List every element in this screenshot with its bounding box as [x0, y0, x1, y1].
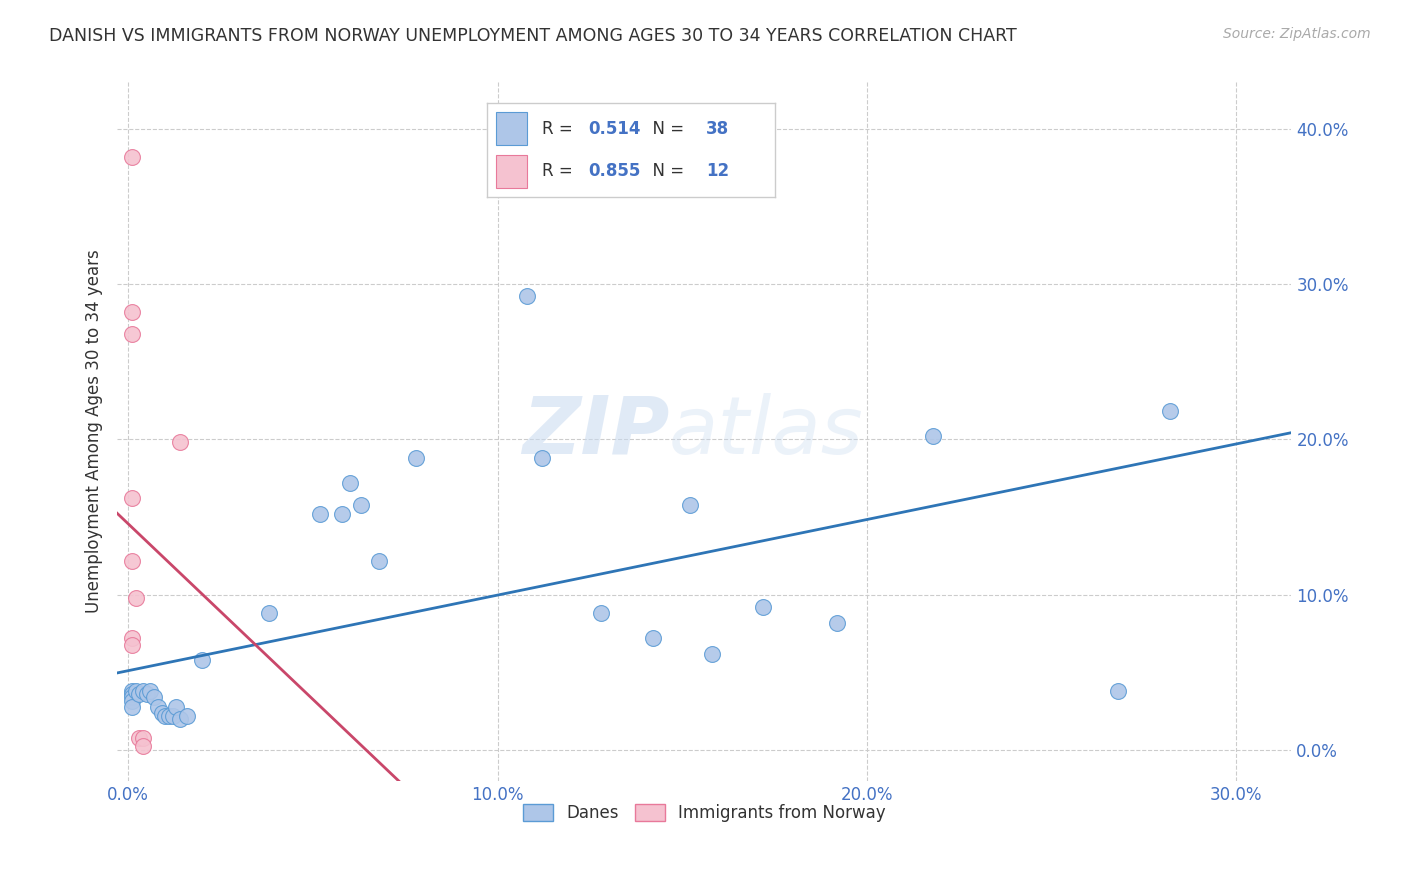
Point: [169, 435, 191, 450]
Point: [121, 553, 143, 567]
Point: [191, 653, 214, 667]
Point: [700, 647, 723, 661]
Legend: Danes, Immigrants from Norway: Danes, Immigrants from Norway: [516, 797, 893, 829]
Point: [121, 638, 143, 652]
Text: DANISH VS IMMIGRANTS FROM NORWAY UNEMPLOYMENT AMONG AGES 30 TO 34 YEARS CORRELAT: DANISH VS IMMIGRANTS FROM NORWAY UNEMPLO…: [49, 27, 1017, 45]
Point: [146, 699, 169, 714]
Y-axis label: Unemployment Among Ages 30 to 34 years: Unemployment Among Ages 30 to 34 years: [86, 250, 103, 614]
Point: [139, 684, 162, 698]
Point: [405, 450, 427, 465]
Point: [128, 687, 150, 701]
Point: [678, 498, 700, 512]
Point: [530, 450, 553, 465]
Point: [516, 289, 538, 303]
Point: [121, 693, 143, 707]
Point: [339, 475, 361, 490]
Point: [132, 739, 155, 753]
Point: [121, 305, 143, 319]
Point: [165, 699, 187, 714]
Point: [121, 699, 143, 714]
Point: [157, 709, 180, 723]
Text: Source: ZipAtlas.com: Source: ZipAtlas.com: [1223, 27, 1371, 41]
Point: [121, 491, 143, 506]
Point: [150, 706, 173, 720]
Point: [132, 731, 155, 745]
Point: [121, 684, 143, 698]
Point: [589, 607, 612, 621]
Text: atlas: atlas: [669, 392, 863, 471]
Point: [176, 709, 198, 723]
Point: [124, 591, 146, 605]
Point: [350, 498, 373, 512]
Point: [121, 326, 143, 341]
Point: [121, 149, 143, 163]
Point: [368, 553, 391, 567]
Point: [135, 687, 157, 701]
Point: [309, 507, 332, 521]
Point: [128, 731, 150, 745]
Point: [257, 607, 280, 621]
Point: [641, 632, 664, 646]
Point: [132, 684, 155, 698]
Point: [121, 687, 143, 701]
Point: [121, 632, 143, 646]
Point: [1107, 684, 1129, 698]
Point: [124, 684, 146, 698]
Point: [922, 429, 945, 443]
Point: [162, 709, 184, 723]
Point: [825, 615, 848, 630]
Point: [143, 690, 166, 705]
Point: [169, 712, 191, 726]
Point: [752, 600, 775, 615]
Point: [121, 690, 143, 705]
Point: [1159, 404, 1181, 418]
Text: ZIP: ZIP: [522, 392, 669, 471]
Point: [153, 709, 176, 723]
Point: [332, 507, 354, 521]
